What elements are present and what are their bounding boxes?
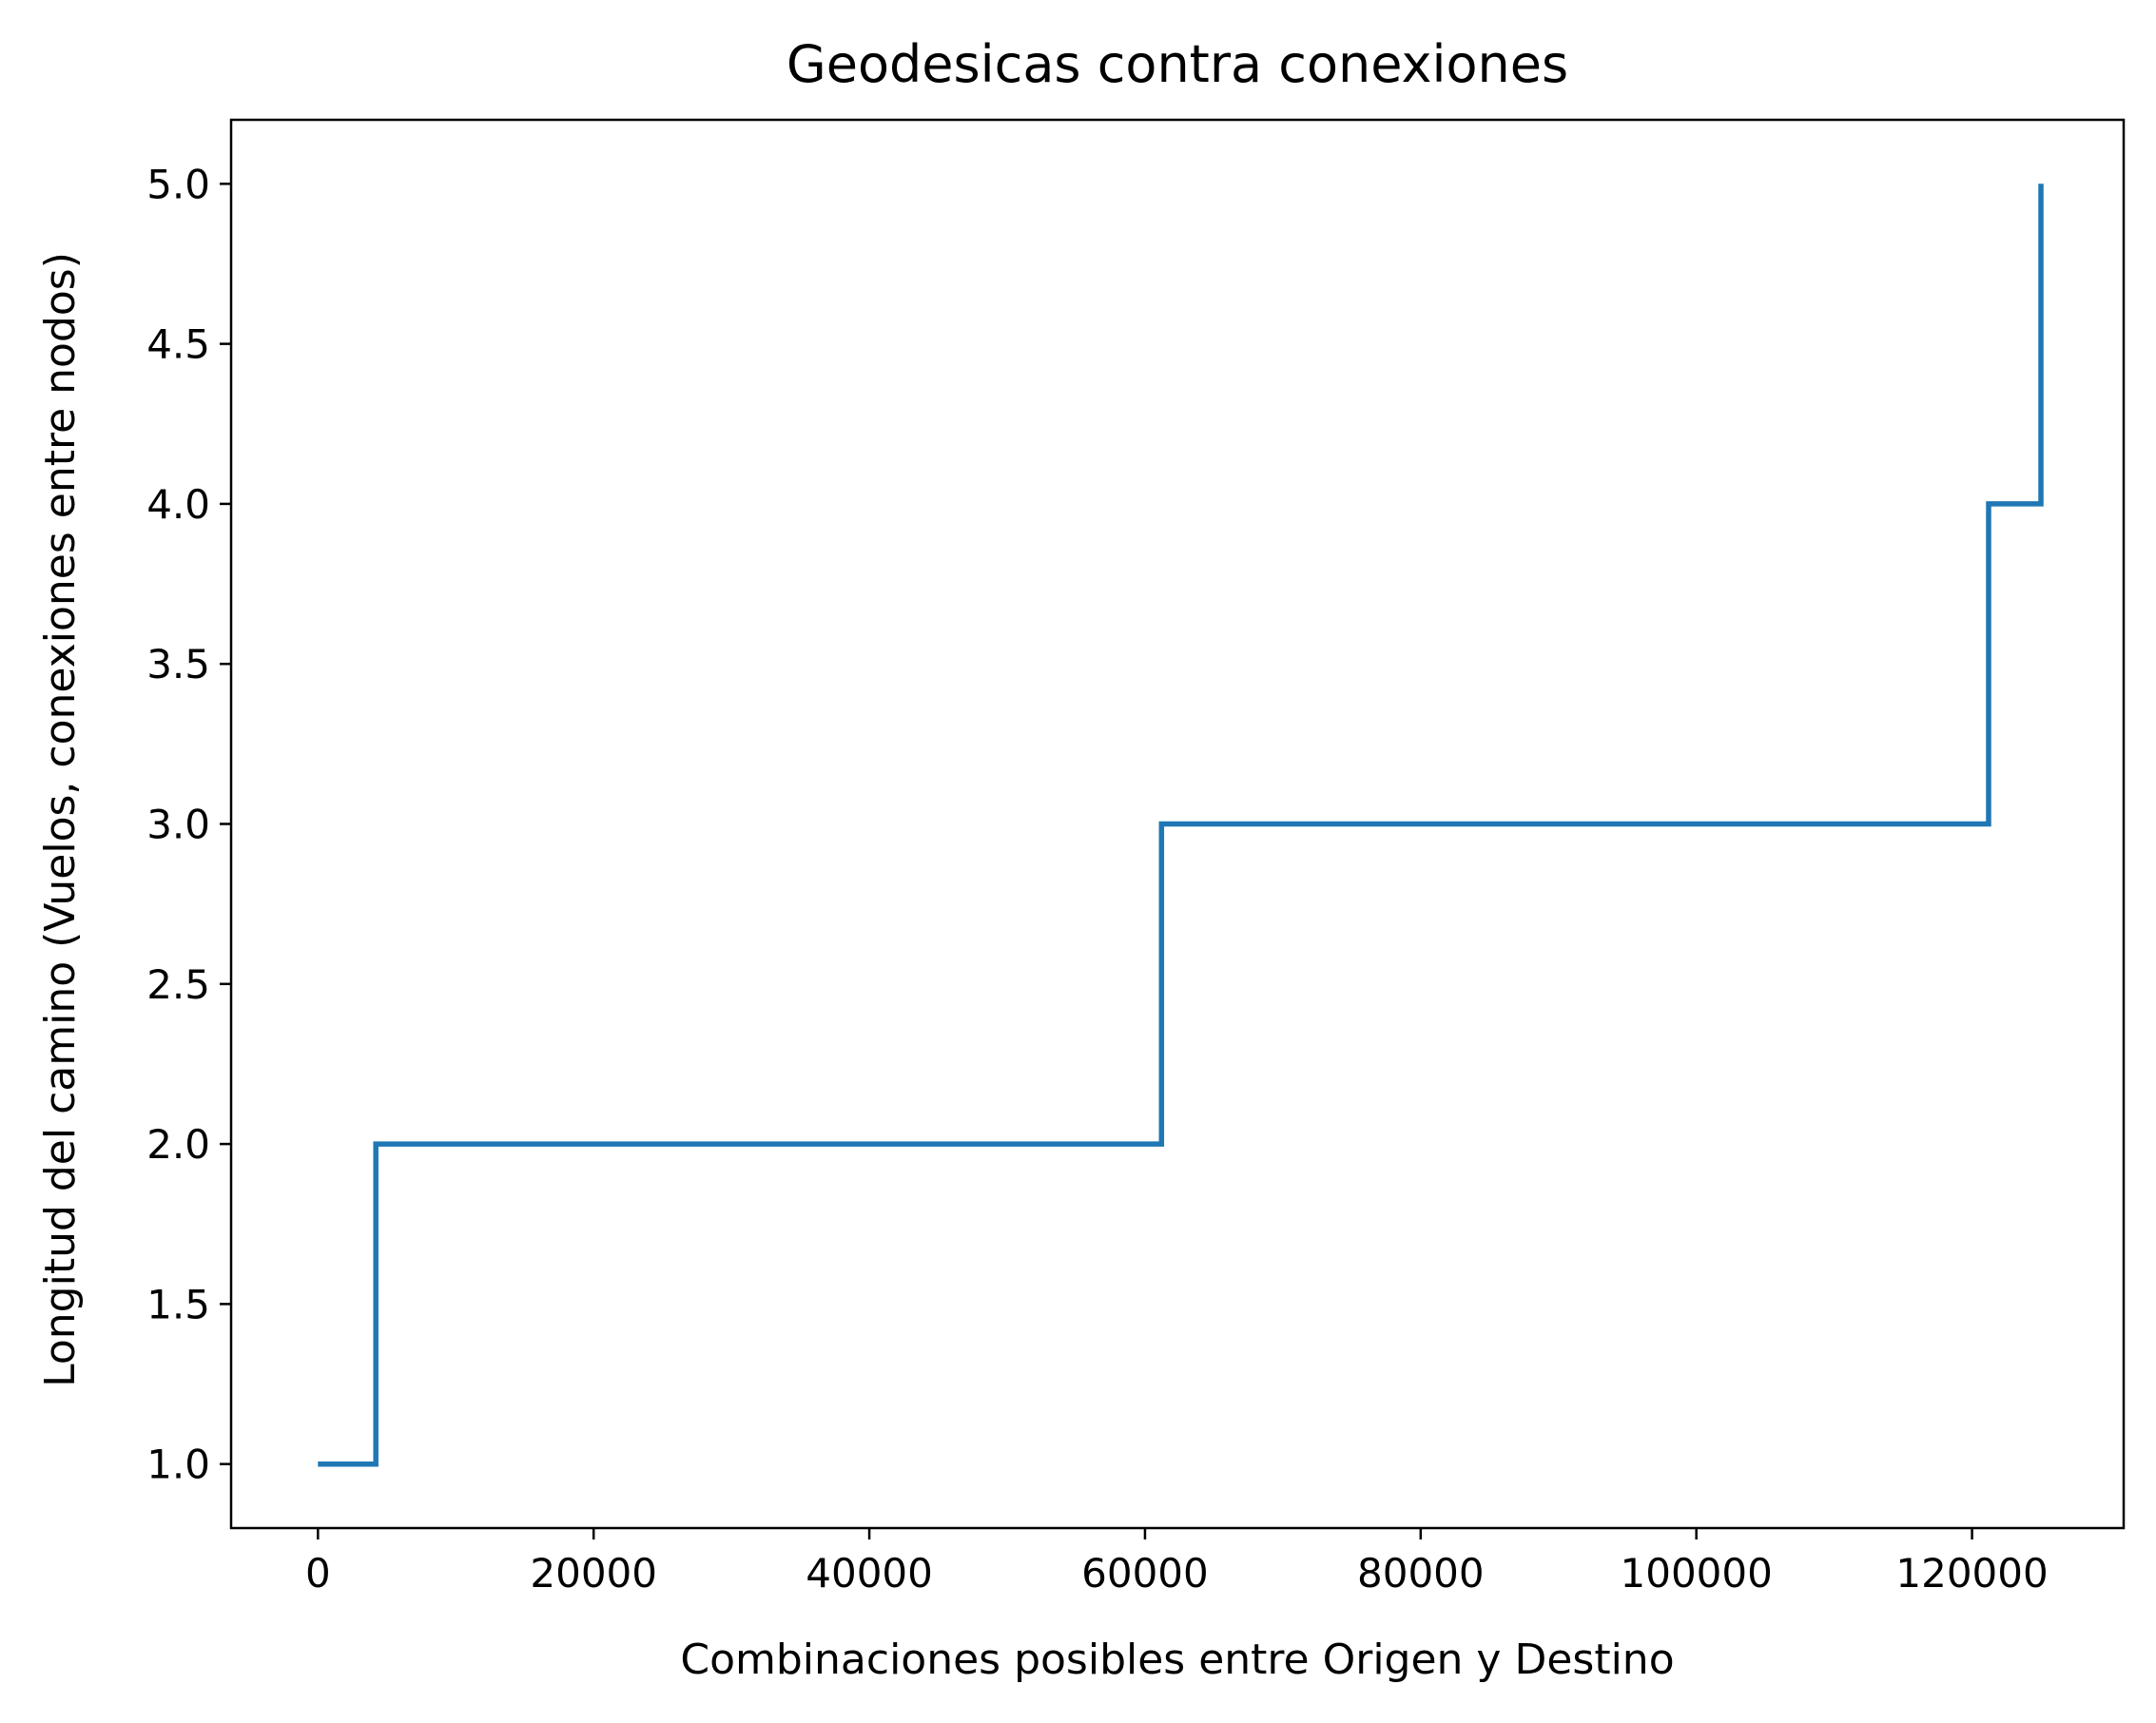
x-tick-label: 40000 — [806, 1550, 933, 1597]
x-tick-label: 20000 — [530, 1550, 657, 1597]
y-tick-label: 3.5 — [146, 641, 210, 687]
y-tick-label: 1.5 — [146, 1281, 210, 1327]
y-tick-label: 2.0 — [146, 1121, 210, 1168]
y-tick-label: 3.0 — [146, 802, 210, 848]
x-tick-label: 100000 — [1621, 1550, 1773, 1597]
x-tick-label: 80000 — [1357, 1550, 1485, 1597]
chart-title: Geodesicas contra conexiones — [787, 34, 1568, 94]
y-tick-label: 5.0 — [146, 161, 210, 207]
y-tick-label: 1.0 — [146, 1442, 210, 1488]
x-tick-label: 0 — [305, 1550, 331, 1597]
y-tick-label: 4.5 — [146, 321, 210, 368]
x-tick-label: 60000 — [1081, 1550, 1209, 1597]
x-axis-label: Combinaciones posibles entre Origen y De… — [680, 1636, 1674, 1684]
y-tick-label: 4.0 — [146, 481, 210, 528]
x-tick-label: 120000 — [1895, 1550, 2048, 1597]
series-line-0 — [318, 184, 2044, 1467]
y-tick-label: 2.5 — [146, 961, 210, 1008]
plot-area: 0 20000 40000 60000 80000 100000 120000 1.0 1.5 2… — [146, 118, 2126, 1597]
y-axis-label: Longitud del camino (Vuelos, conexiones … — [36, 252, 85, 1387]
